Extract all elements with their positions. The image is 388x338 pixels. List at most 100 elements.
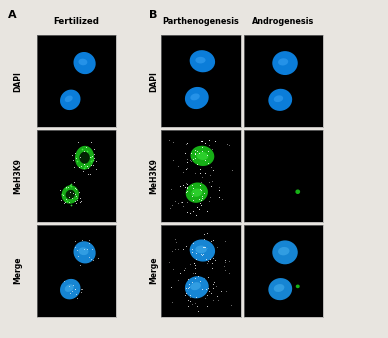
Point — [180, 267, 187, 272]
Point — [166, 259, 172, 264]
Point — [59, 191, 65, 197]
Ellipse shape — [191, 189, 203, 197]
Point — [185, 276, 191, 282]
Point — [69, 152, 76, 157]
Point — [78, 287, 84, 292]
Point — [167, 205, 173, 210]
Text: DAPI: DAPI — [13, 71, 22, 92]
Point — [175, 277, 181, 282]
Point — [201, 236, 207, 241]
Point — [183, 190, 189, 195]
Point — [87, 163, 94, 168]
Ellipse shape — [185, 87, 209, 109]
Text: Parthenogenesis: Parthenogenesis — [162, 18, 239, 26]
Ellipse shape — [191, 146, 214, 166]
Point — [67, 189, 73, 194]
Point — [173, 239, 179, 245]
Point — [199, 139, 206, 144]
Point — [205, 258, 211, 263]
Point — [229, 167, 235, 173]
Point — [175, 200, 181, 206]
Ellipse shape — [65, 284, 74, 292]
Point — [205, 286, 211, 291]
Point — [89, 153, 95, 159]
Point — [201, 232, 207, 237]
Point — [88, 257, 94, 262]
Point — [222, 257, 228, 262]
Point — [190, 208, 196, 213]
Point — [84, 246, 90, 252]
Point — [201, 275, 207, 281]
Point — [182, 293, 189, 298]
Point — [215, 298, 221, 303]
Point — [184, 199, 190, 204]
Point — [170, 266, 176, 271]
Point — [62, 199, 68, 205]
Point — [210, 281, 217, 287]
Point — [85, 255, 92, 260]
Point — [75, 139, 81, 144]
Point — [183, 141, 189, 147]
Point — [184, 188, 191, 194]
Point — [191, 263, 197, 268]
Point — [77, 199, 83, 205]
Point — [84, 149, 90, 154]
Point — [196, 150, 203, 156]
Point — [201, 190, 208, 195]
Point — [184, 185, 191, 191]
Point — [79, 147, 85, 152]
Point — [189, 246, 195, 252]
Point — [202, 244, 208, 250]
Point — [190, 271, 196, 276]
Point — [67, 182, 73, 187]
Point — [205, 160, 211, 165]
Point — [212, 257, 218, 263]
Point — [182, 185, 188, 190]
Point — [63, 196, 69, 201]
Point — [204, 303, 210, 309]
Point — [69, 195, 75, 200]
Point — [88, 158, 94, 164]
Point — [180, 246, 186, 251]
Point — [71, 238, 78, 244]
Ellipse shape — [190, 239, 215, 262]
Point — [190, 156, 196, 162]
Point — [192, 275, 198, 281]
Point — [193, 250, 199, 256]
Ellipse shape — [60, 279, 80, 299]
Point — [195, 308, 201, 314]
Point — [197, 279, 203, 284]
Point — [211, 280, 218, 285]
Point — [66, 199, 72, 204]
Point — [198, 139, 204, 144]
Point — [199, 194, 205, 199]
Ellipse shape — [73, 241, 96, 263]
Ellipse shape — [191, 93, 200, 100]
Point — [192, 155, 198, 161]
Point — [192, 250, 198, 255]
Point — [192, 301, 198, 306]
Text: Fertilized: Fertilized — [54, 18, 100, 26]
Point — [183, 291, 189, 296]
Point — [90, 162, 96, 167]
Point — [209, 260, 215, 265]
Point — [66, 195, 72, 200]
Point — [208, 239, 214, 244]
Point — [172, 199, 178, 204]
Point — [185, 303, 191, 309]
Ellipse shape — [296, 285, 300, 288]
Point — [177, 184, 184, 189]
Point — [225, 270, 232, 276]
Point — [222, 267, 228, 273]
Point — [84, 163, 90, 169]
Ellipse shape — [196, 57, 206, 64]
Point — [83, 163, 90, 168]
Point — [209, 178, 215, 184]
Point — [57, 188, 63, 193]
Ellipse shape — [272, 240, 298, 264]
Ellipse shape — [272, 51, 298, 75]
Point — [74, 295, 80, 300]
Point — [90, 257, 96, 263]
Point — [81, 161, 87, 167]
Text: A: A — [8, 10, 16, 20]
